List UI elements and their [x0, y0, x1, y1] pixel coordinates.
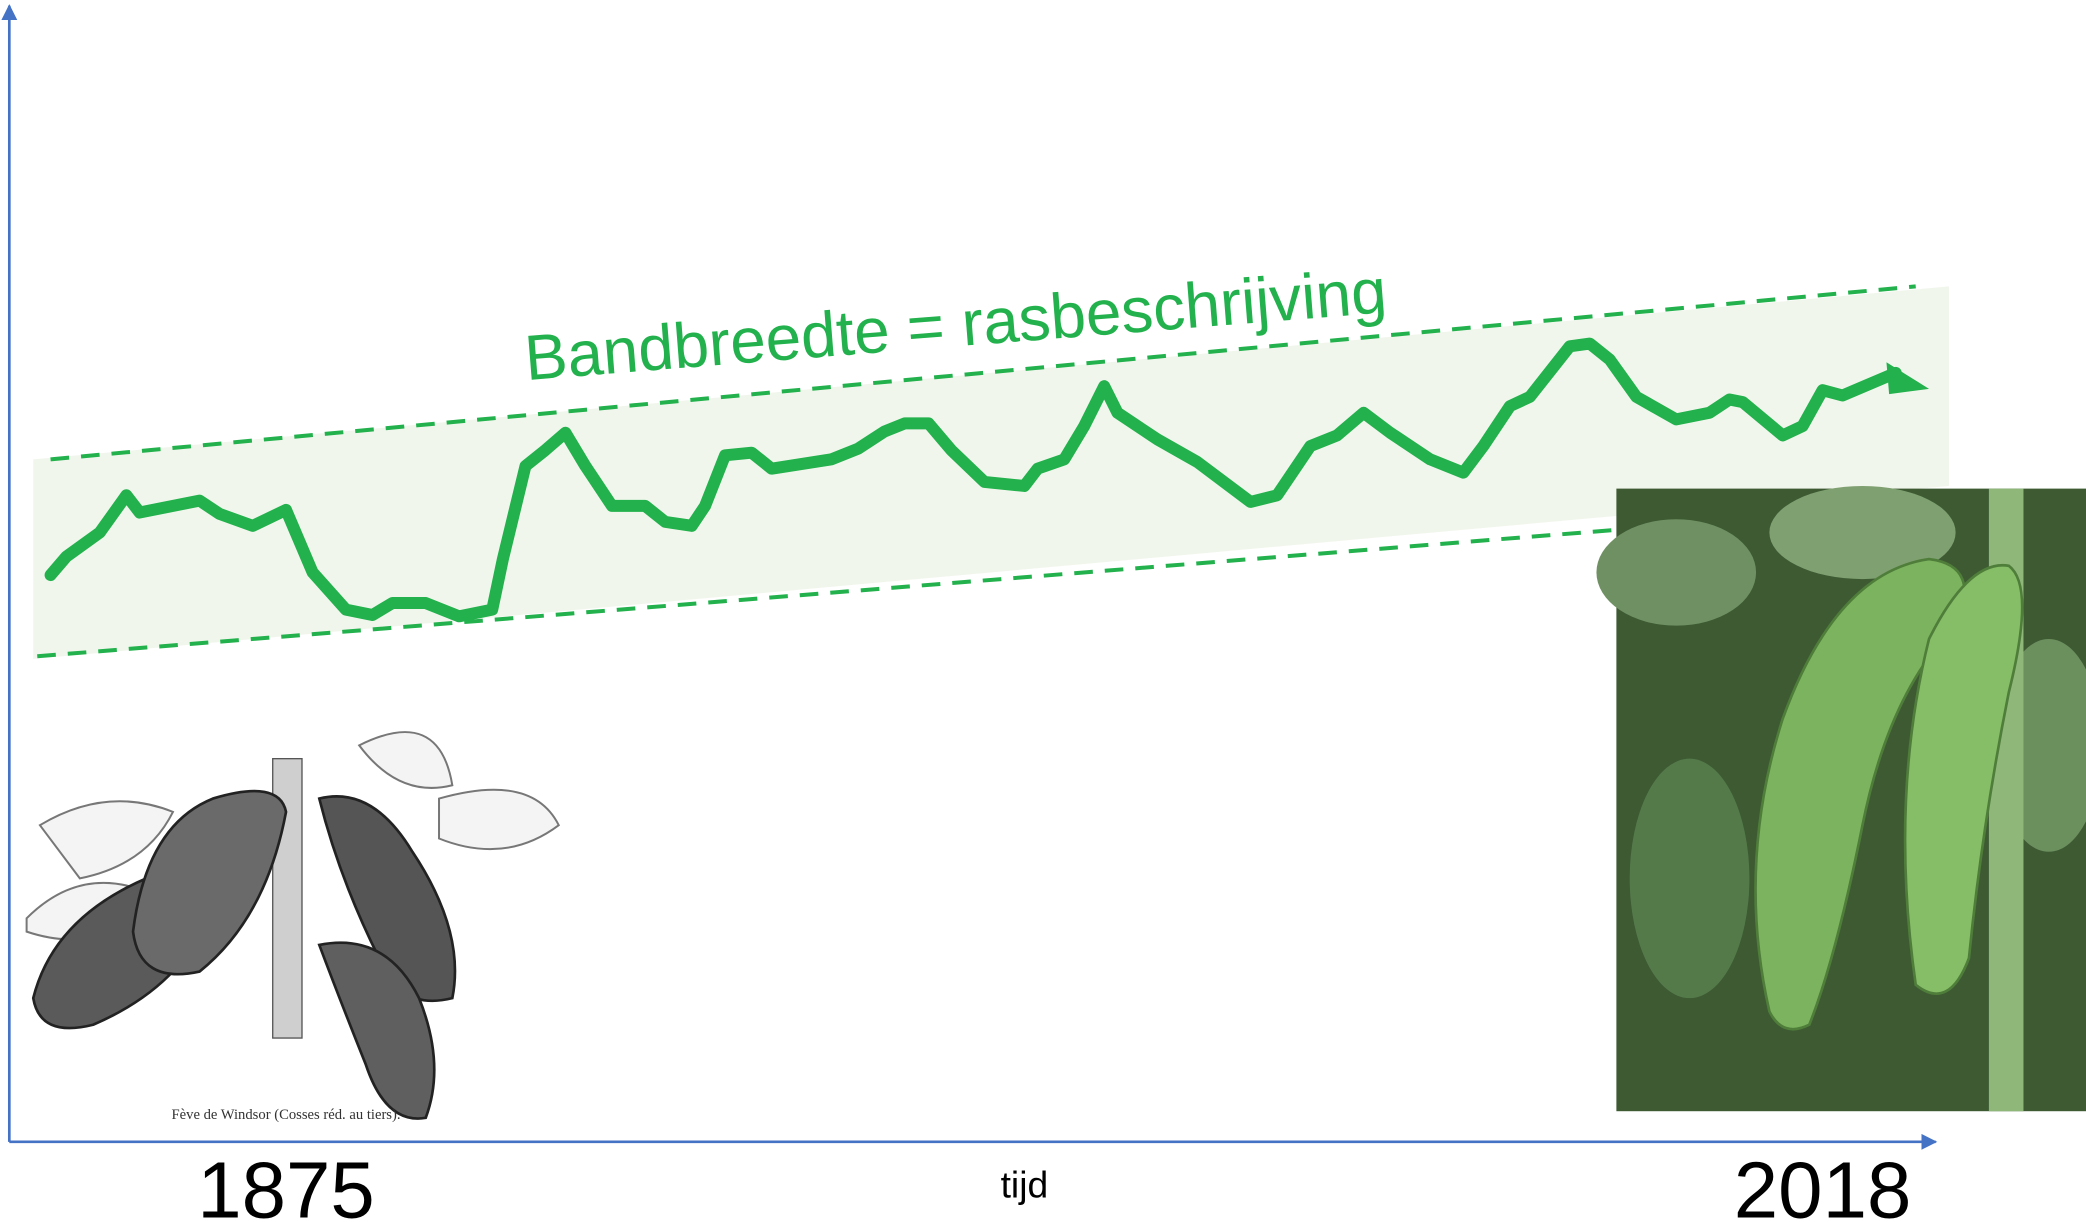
x-axis-title: tijd: [1001, 1164, 1049, 1206]
end-year: 2018: [1734, 1146, 1912, 1222]
start-year: 1875: [197, 1146, 375, 1222]
page: {"band_label": "Bandbreedte = rasbeschri…: [0, 0, 2086, 1222]
engraving-image: Fève de Windsor (Cosses réd. au tiers).: [13, 712, 585, 1138]
diagram: Bandbreedte = rasbeschrijving Fève de Wi…: [0, 0, 2086, 1222]
engraving-caption: Fève de Windsor (Cosses réd. au tiers).: [172, 1107, 401, 1123]
photo-image: [1596, 486, 2086, 1111]
